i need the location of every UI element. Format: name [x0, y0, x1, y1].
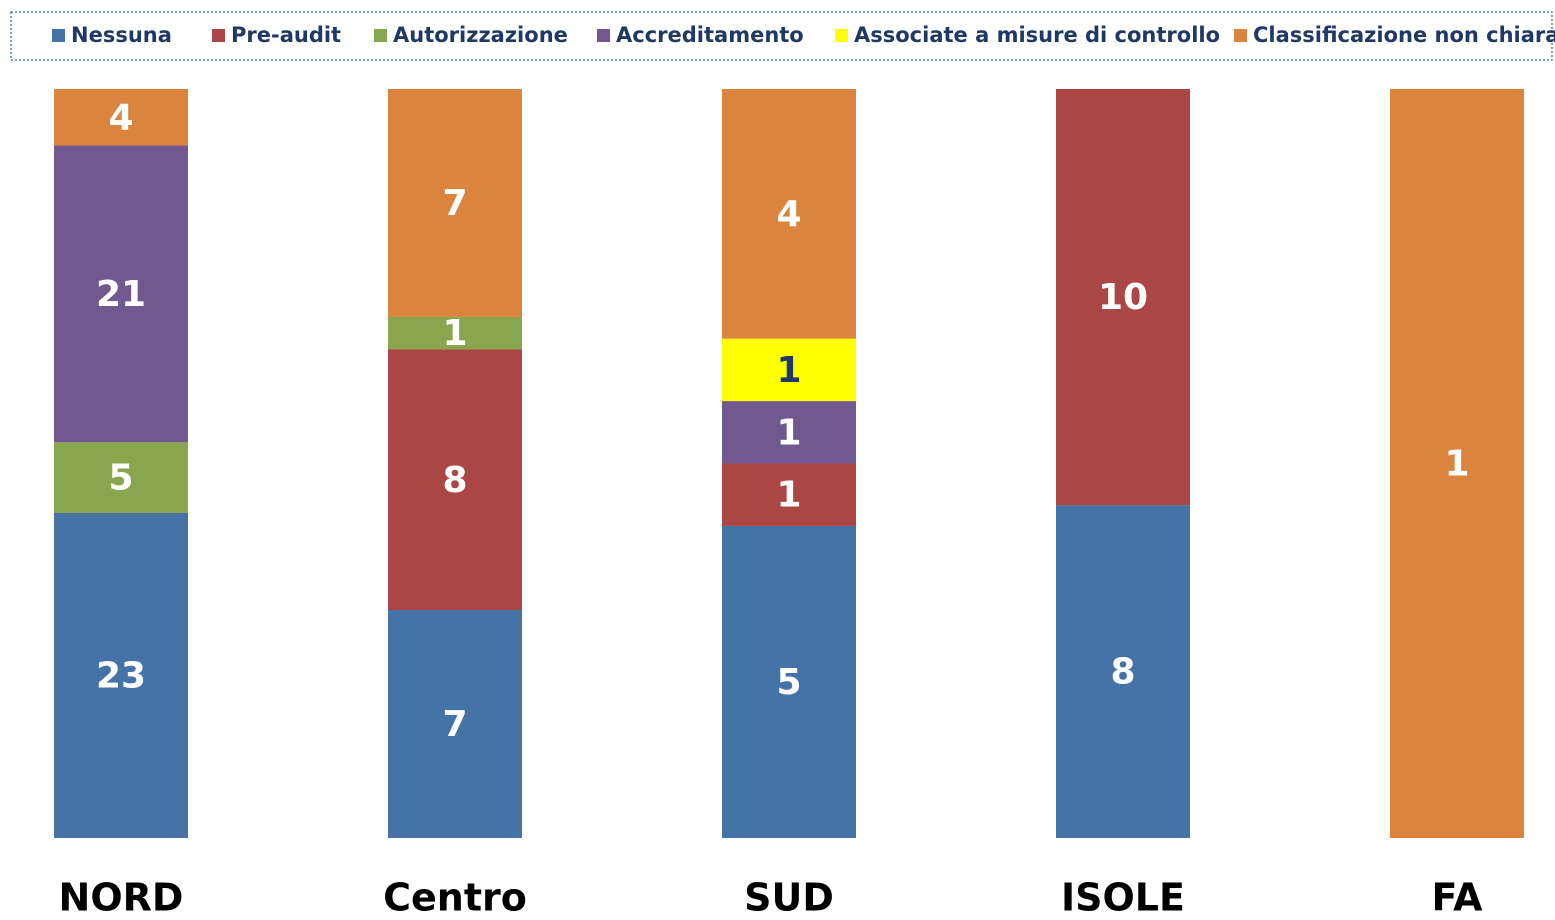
bar-segment: [54, 145, 188, 443]
x-tick-label: FA: [1431, 876, 1483, 920]
legend-box: [10, 11, 1553, 61]
value-label: 1: [442, 313, 467, 354]
bar-segment: [388, 89, 522, 317]
value-label: 4: [108, 97, 133, 138]
legend-swatch: [52, 29, 65, 42]
legend-label: Accreditamento: [616, 23, 804, 47]
bar-segment: [54, 442, 188, 513]
value-label: 23: [96, 655, 146, 696]
x-tick-label: ISOLE: [1061, 876, 1185, 920]
x-tick-label: Centro: [383, 876, 527, 920]
legend-label: Pre-audit: [231, 23, 341, 47]
bar-segment: [388, 610, 522, 838]
value-label: 4: [776, 194, 801, 235]
bar-segment: [722, 338, 856, 402]
bar-segment: [388, 349, 522, 611]
x-tick-label: SUD: [744, 876, 834, 920]
value-label: 1: [776, 350, 801, 391]
legend-swatch: [1234, 29, 1247, 42]
bar-segment: [722, 89, 856, 339]
legend-swatch: [835, 29, 848, 42]
legend-swatch: [597, 29, 610, 42]
value-label: 8: [1110, 652, 1135, 693]
value-label: 10: [1098, 277, 1148, 318]
legend-label: Classificazione non chiara: [1253, 23, 1555, 47]
x-tick-label: NORD: [59, 876, 184, 920]
legend-label: Autorizzazione: [393, 23, 568, 47]
bar-segment: [722, 463, 856, 526]
bar-segment: [1390, 89, 1524, 838]
value-label: 7: [442, 183, 467, 224]
value-label: 7: [442, 704, 467, 745]
value-label: 1: [776, 412, 801, 453]
value-label: 5: [776, 662, 801, 703]
value-label: 1: [776, 475, 801, 516]
legend-swatch: [374, 29, 387, 42]
value-label: 8: [442, 460, 467, 501]
value-label: 21: [96, 274, 146, 315]
bar-segment: [722, 525, 856, 838]
value-label: 5: [108, 458, 133, 499]
legend-swatch: [212, 29, 225, 42]
legend-label: Associate a misure di controllo: [854, 23, 1220, 47]
bar-segment: [54, 512, 188, 838]
bar-segment: [1056, 505, 1190, 838]
bar-segment: [722, 401, 856, 464]
bar-segment: [54, 89, 188, 146]
bar-segment: [388, 316, 522, 350]
legend-label: Nessuna: [71, 23, 172, 47]
bar-segment: [1056, 89, 1190, 506]
value-label: 1: [1444, 444, 1469, 485]
